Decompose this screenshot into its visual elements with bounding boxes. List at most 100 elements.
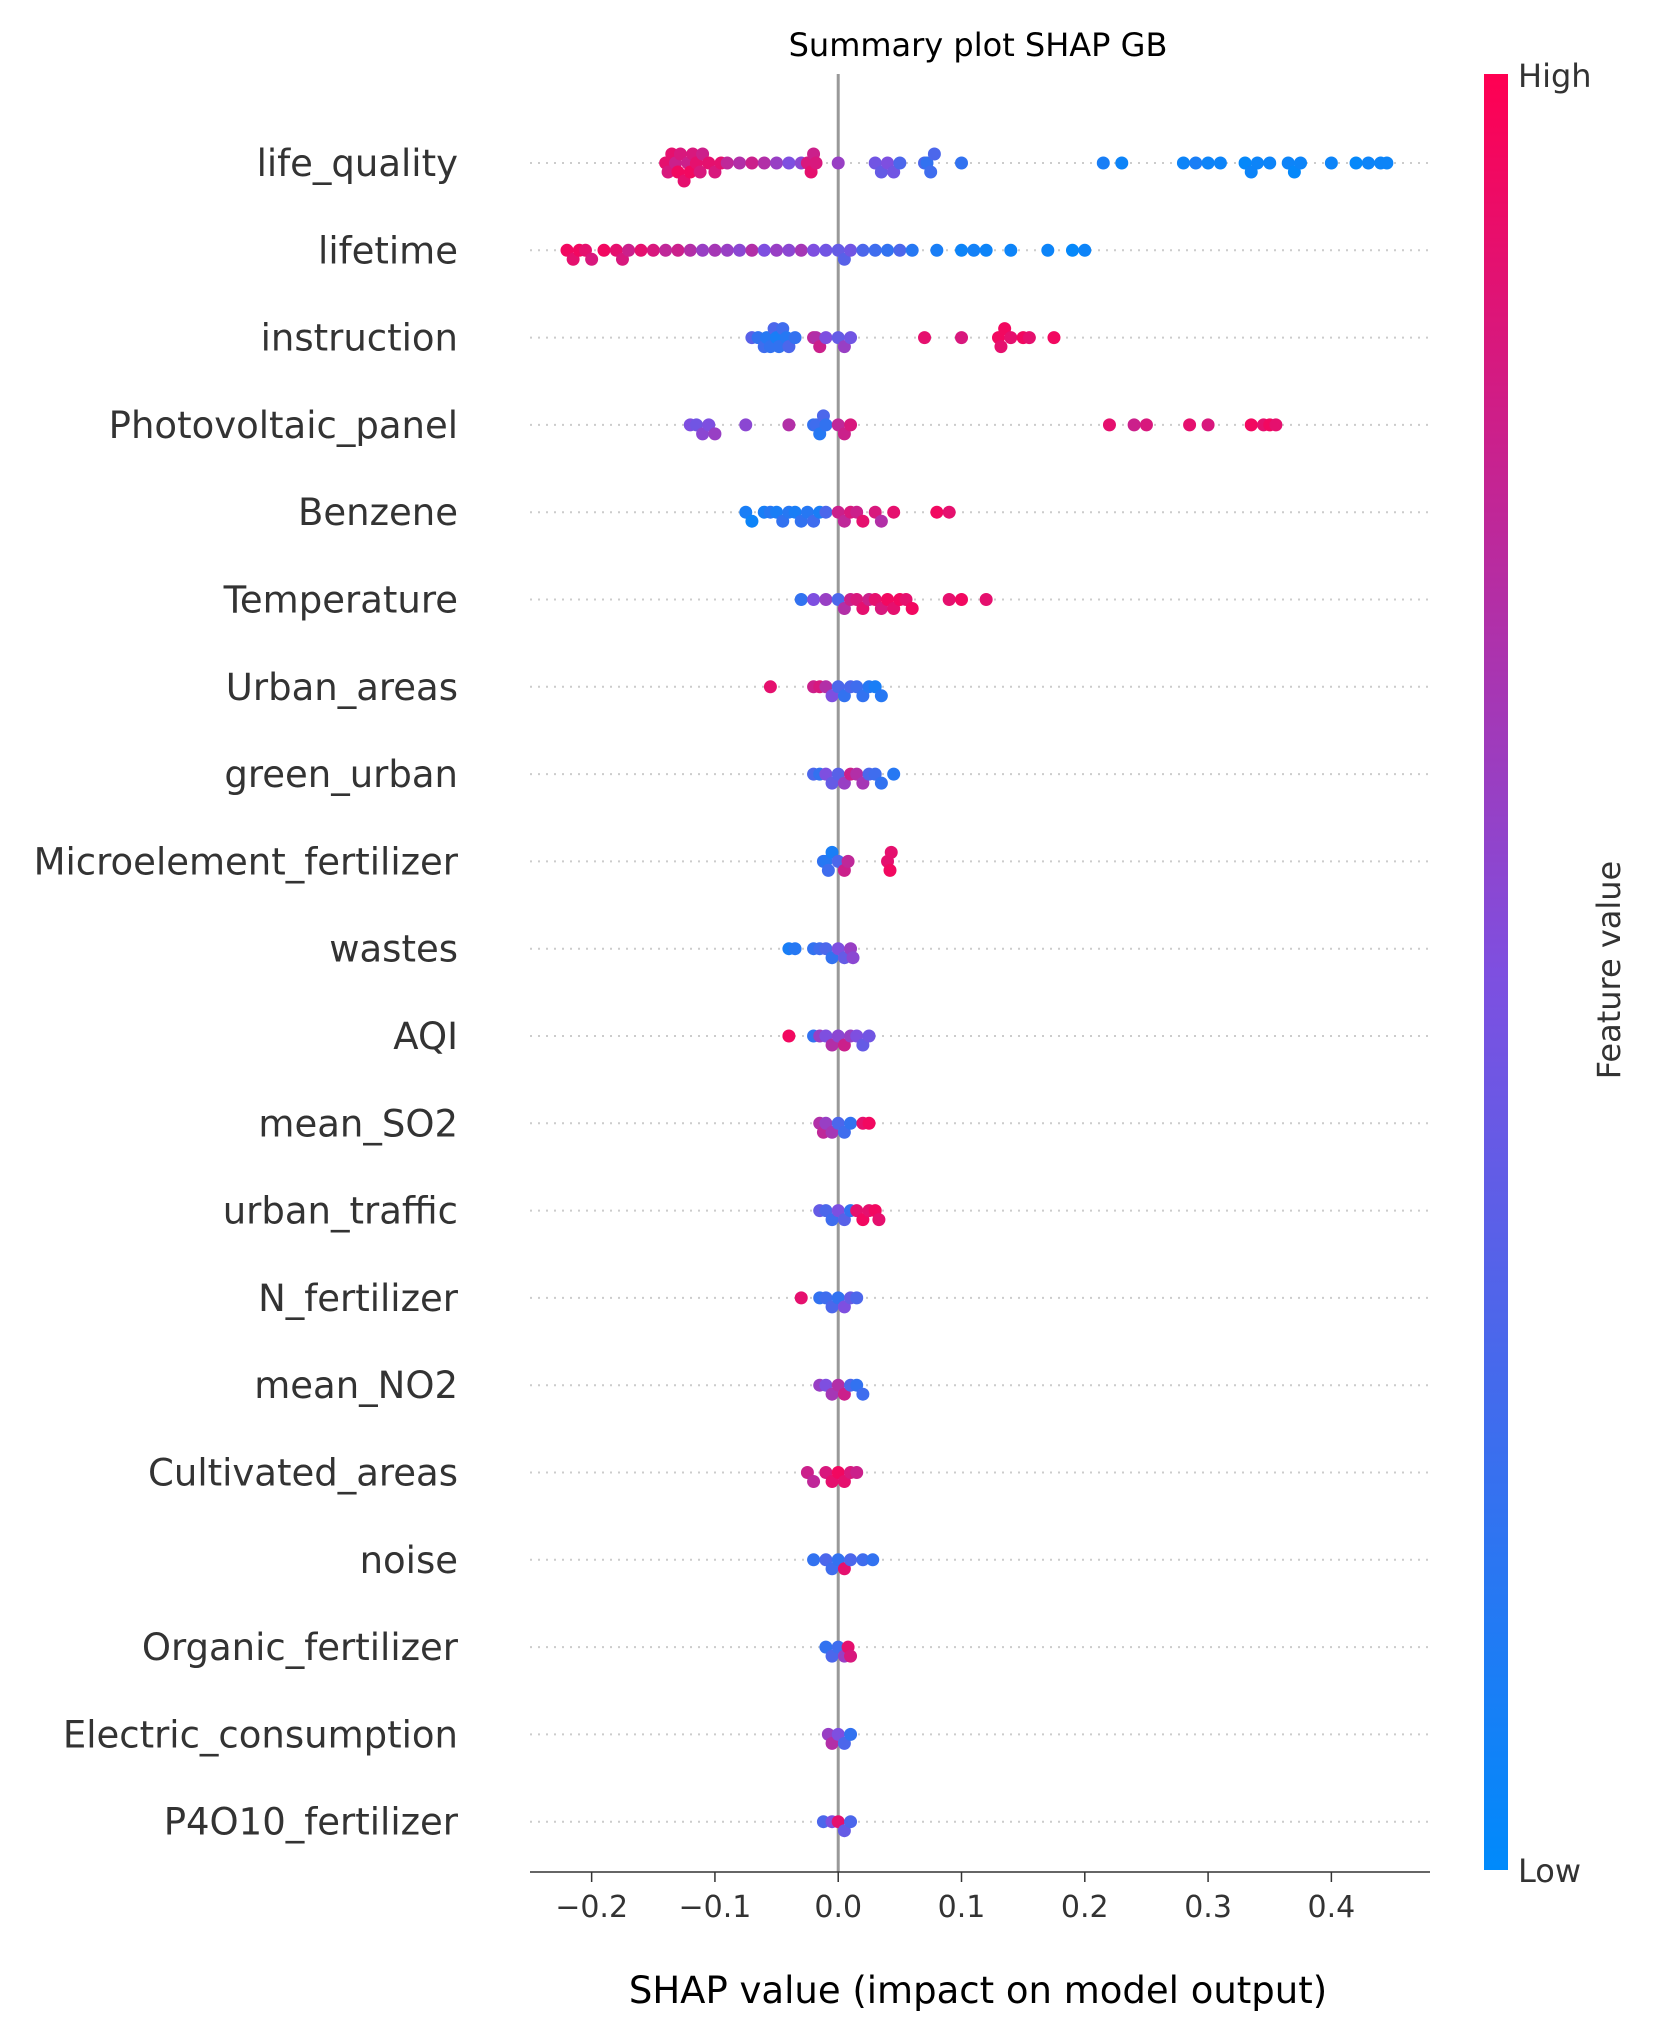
shap-point [673,147,687,161]
shap-point [979,593,993,606]
shap-point [893,156,907,170]
shap-point [1065,243,1079,257]
shap-point [844,1649,858,1663]
shap-point [733,156,747,170]
shap-point [862,1029,876,1043]
shap-point [770,243,784,257]
shap-point [819,505,833,519]
feature-label: AQI [393,1015,458,1058]
shap-point [872,1213,886,1227]
shap-point [720,156,734,170]
shap-point [659,243,673,257]
feature-label: mean_SO2 [258,1102,458,1145]
shap-point [866,1553,880,1567]
shap-point [927,147,941,161]
shap-point [794,243,808,257]
shap-point [1201,156,1215,170]
shap-point [881,243,895,257]
feature-label: mean_NO2 [254,1364,458,1407]
shap-point [807,1553,821,1567]
feature-label: Organic_fertilizer [142,1626,459,1669]
shap-point [683,243,697,257]
shap-point [955,243,969,257]
feature-label: urban_traffic [223,1190,458,1233]
shap-point [585,252,599,266]
shap-point [1324,156,1338,170]
shap-point [1139,418,1153,432]
shap-point [1115,156,1129,170]
feature-label: N_fertilizer [258,1277,459,1320]
shap-point [597,243,611,257]
shap-point [850,1291,864,1305]
x-axis-label: SHAP value (impact on model output) [629,1969,1327,2012]
shap-point [918,331,932,345]
shap-point [844,331,858,345]
shap-point [942,505,956,519]
x-tick-label: 0.0 [814,1890,862,1925]
shap-point [696,243,710,257]
x-tick-label: 0.1 [938,1890,986,1925]
feature-label: noise [360,1539,458,1582]
shap-point [1047,331,1061,345]
x-tick-label: 0.2 [1061,1890,1109,1925]
feature-label: Photovoltaic_panel [109,404,458,447]
shap-point [708,243,722,257]
shap-point [782,1029,796,1043]
feature-label: lifetime [318,229,458,272]
shap-point [924,165,938,179]
shap-point [844,1553,858,1567]
shap-point [634,243,648,257]
shap-point [757,243,771,257]
shap-point [856,514,870,528]
shap-point [757,156,771,170]
shap-point [819,418,833,432]
shap-point [868,243,882,257]
feature-label: life_quality [257,142,458,185]
shap-point [1004,243,1018,257]
shap-point [782,156,796,170]
shap-point [782,418,796,432]
shap-point [661,165,675,179]
feature-label: Benzene [298,491,458,534]
shap-point [807,593,821,606]
shap-point [794,1291,808,1305]
feature-rows: life_quality lifetime instruction Photovolt… [34,142,1430,1844]
shap-point [807,243,821,257]
shap-point [887,505,901,519]
shap-point [856,243,870,257]
x-tick-label: −0.1 [679,1890,752,1925]
x-axis-ticks: −0.2 −0.1 0.0 0.1 0.2 0.3 0.4 [555,1872,1355,1925]
shap-point [819,243,833,257]
shap-point [1201,418,1215,432]
shap-point [979,243,993,257]
shap-point [1250,156,1264,170]
shap-point [693,165,707,179]
shap-point [819,593,833,606]
shap-point [1183,418,1197,432]
shap-point [884,845,898,859]
x-tick-label: −0.2 [555,1890,628,1925]
shap-point [1041,243,1055,257]
shap-point [905,243,919,257]
shap-point [1380,156,1394,170]
shap-point [733,243,747,257]
shap-point [862,1116,876,1130]
shap-point [856,1553,870,1567]
shap-point [844,243,858,257]
shap-point [844,1727,858,1741]
shap-point [788,331,802,345]
feature-label: Temperature [223,579,458,622]
shap-point [967,243,981,257]
shap-point [1361,156,1375,170]
data-points [560,147,1394,1838]
shap-point [955,331,969,345]
shap-point [874,776,888,790]
shap-point [850,1466,864,1479]
shap-point [942,593,956,606]
shap-point [846,951,860,965]
shap-point [745,514,759,528]
shap-point [1263,156,1277,170]
shap-point [1022,331,1036,345]
shap-point [788,942,802,956]
shap-point [955,156,969,170]
